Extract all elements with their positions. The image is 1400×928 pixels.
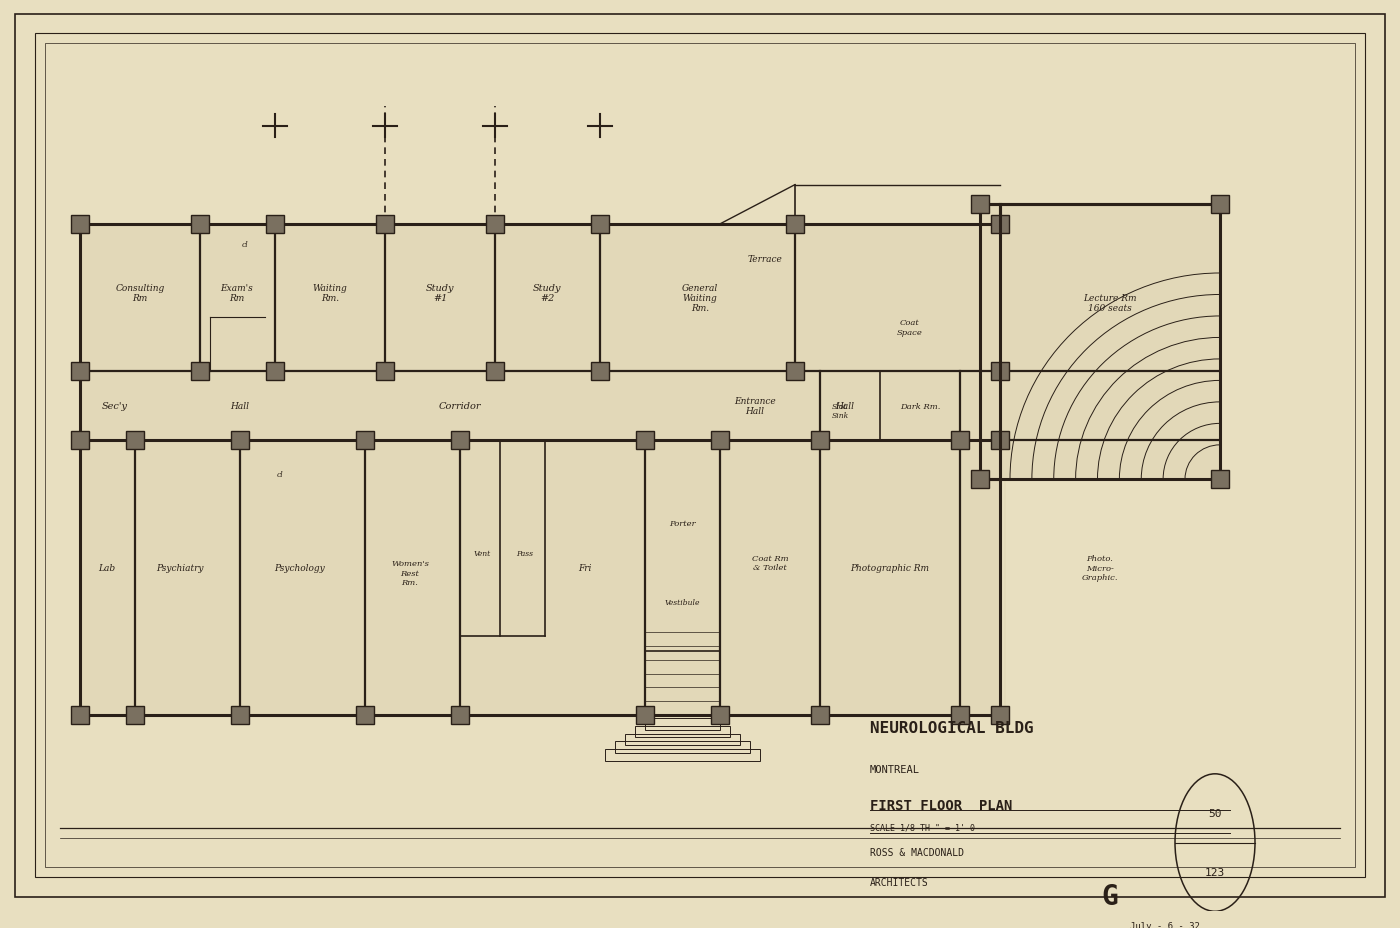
Bar — [645, 718, 720, 729]
Bar — [591, 216, 609, 234]
Text: Coat Rm
& Toilet: Coat Rm & Toilet — [752, 555, 788, 572]
Text: Vestibule: Vestibule — [664, 599, 700, 606]
Text: Porter: Porter — [669, 520, 696, 528]
Text: 50: 50 — [1208, 808, 1222, 818]
Text: Slot
Sink: Slot Sink — [832, 403, 848, 419]
Text: Waiting
Rm.: Waiting Rm. — [312, 284, 347, 303]
Bar — [636, 706, 654, 724]
Bar — [377, 363, 393, 380]
Text: Women's
Rest
Rm.: Women's Rest Rm. — [391, 560, 428, 586]
Bar — [1211, 470, 1229, 488]
Text: Coat
Space: Coat Space — [897, 319, 923, 336]
Text: Entrance
Hall: Entrance Hall — [734, 396, 776, 416]
Bar — [591, 363, 609, 380]
Text: Lab: Lab — [98, 563, 116, 573]
Text: cl: cl — [242, 240, 248, 249]
Text: cl: cl — [277, 470, 283, 479]
Bar — [811, 706, 829, 724]
Text: Sec'y: Sec'y — [102, 402, 127, 410]
Bar — [266, 216, 284, 234]
Text: SCALE 1/8 TH " = 1'-0: SCALE 1/8 TH " = 1'-0 — [869, 823, 974, 832]
Text: Psychiatry: Psychiatry — [157, 563, 204, 573]
Bar — [980, 205, 1219, 480]
Bar — [80, 225, 1000, 715]
Bar — [991, 432, 1009, 449]
Bar — [785, 363, 804, 380]
Bar — [231, 432, 249, 449]
Bar — [711, 432, 729, 449]
Bar — [451, 432, 469, 449]
Text: Terrace: Terrace — [748, 254, 783, 264]
Text: 123: 123 — [1205, 867, 1225, 877]
Bar — [126, 432, 144, 449]
Bar — [991, 363, 1009, 380]
Bar — [190, 216, 209, 234]
Bar — [972, 470, 988, 488]
Text: ROSS & MACDONALD: ROSS & MACDONALD — [869, 847, 965, 857]
Bar — [486, 363, 504, 380]
Bar — [266, 363, 284, 380]
Bar — [785, 216, 804, 234]
Bar — [991, 706, 1009, 724]
Bar — [356, 432, 374, 449]
Text: Photographic Rm: Photographic Rm — [851, 563, 930, 573]
Bar — [486, 216, 504, 234]
Bar — [636, 432, 654, 449]
Text: Corridor: Corridor — [438, 402, 482, 410]
Bar — [71, 706, 90, 724]
Bar — [624, 734, 741, 745]
Text: FIRST FLOOR  PLAN: FIRST FLOOR PLAN — [869, 798, 1012, 813]
Text: MONTREAL: MONTREAL — [869, 764, 920, 774]
Text: Consulting
Rm: Consulting Rm — [115, 284, 165, 303]
Bar — [451, 706, 469, 724]
Text: Lecture Rm
160 seats: Lecture Rm 160 seats — [1084, 293, 1137, 313]
Text: ARCHITECTS: ARCHITECTS — [869, 877, 928, 887]
Text: General
Waiting
Rm.: General Waiting Rm. — [682, 283, 718, 313]
Text: Exam's
Rm: Exam's Rm — [221, 284, 253, 303]
Text: Dark Rm.: Dark Rm. — [900, 402, 941, 410]
Text: Hall: Hall — [231, 402, 249, 410]
Bar — [951, 706, 969, 724]
Bar — [71, 216, 90, 234]
Text: Fri: Fri — [578, 563, 592, 573]
Text: Vent: Vent — [473, 549, 490, 557]
Text: Hall: Hall — [836, 402, 854, 410]
Bar — [126, 706, 144, 724]
Bar — [951, 432, 969, 449]
Bar — [231, 706, 249, 724]
Text: G: G — [1102, 882, 1119, 909]
Text: NEUROLOGICAL BLDG: NEUROLOGICAL BLDG — [869, 720, 1033, 735]
Bar — [636, 726, 729, 738]
Text: Pass: Pass — [517, 549, 533, 557]
Bar — [605, 750, 760, 761]
Bar — [190, 363, 209, 380]
Text: Study
#1: Study #1 — [426, 284, 454, 303]
Bar — [71, 432, 90, 449]
Bar — [356, 706, 374, 724]
Bar — [972, 196, 988, 213]
Bar — [711, 706, 729, 724]
Bar — [377, 216, 393, 234]
Bar — [811, 432, 829, 449]
Bar — [1211, 196, 1229, 213]
Text: July - 6 - 32: July - 6 - 32 — [1130, 922, 1200, 928]
Bar — [991, 216, 1009, 234]
Text: Psychology: Psychology — [274, 563, 325, 573]
Bar — [71, 363, 90, 380]
Text: Study
#2: Study #2 — [533, 284, 561, 303]
Bar — [615, 741, 750, 754]
Text: Photo.
Micro-
Graphic.: Photo. Micro- Graphic. — [1082, 555, 1119, 581]
